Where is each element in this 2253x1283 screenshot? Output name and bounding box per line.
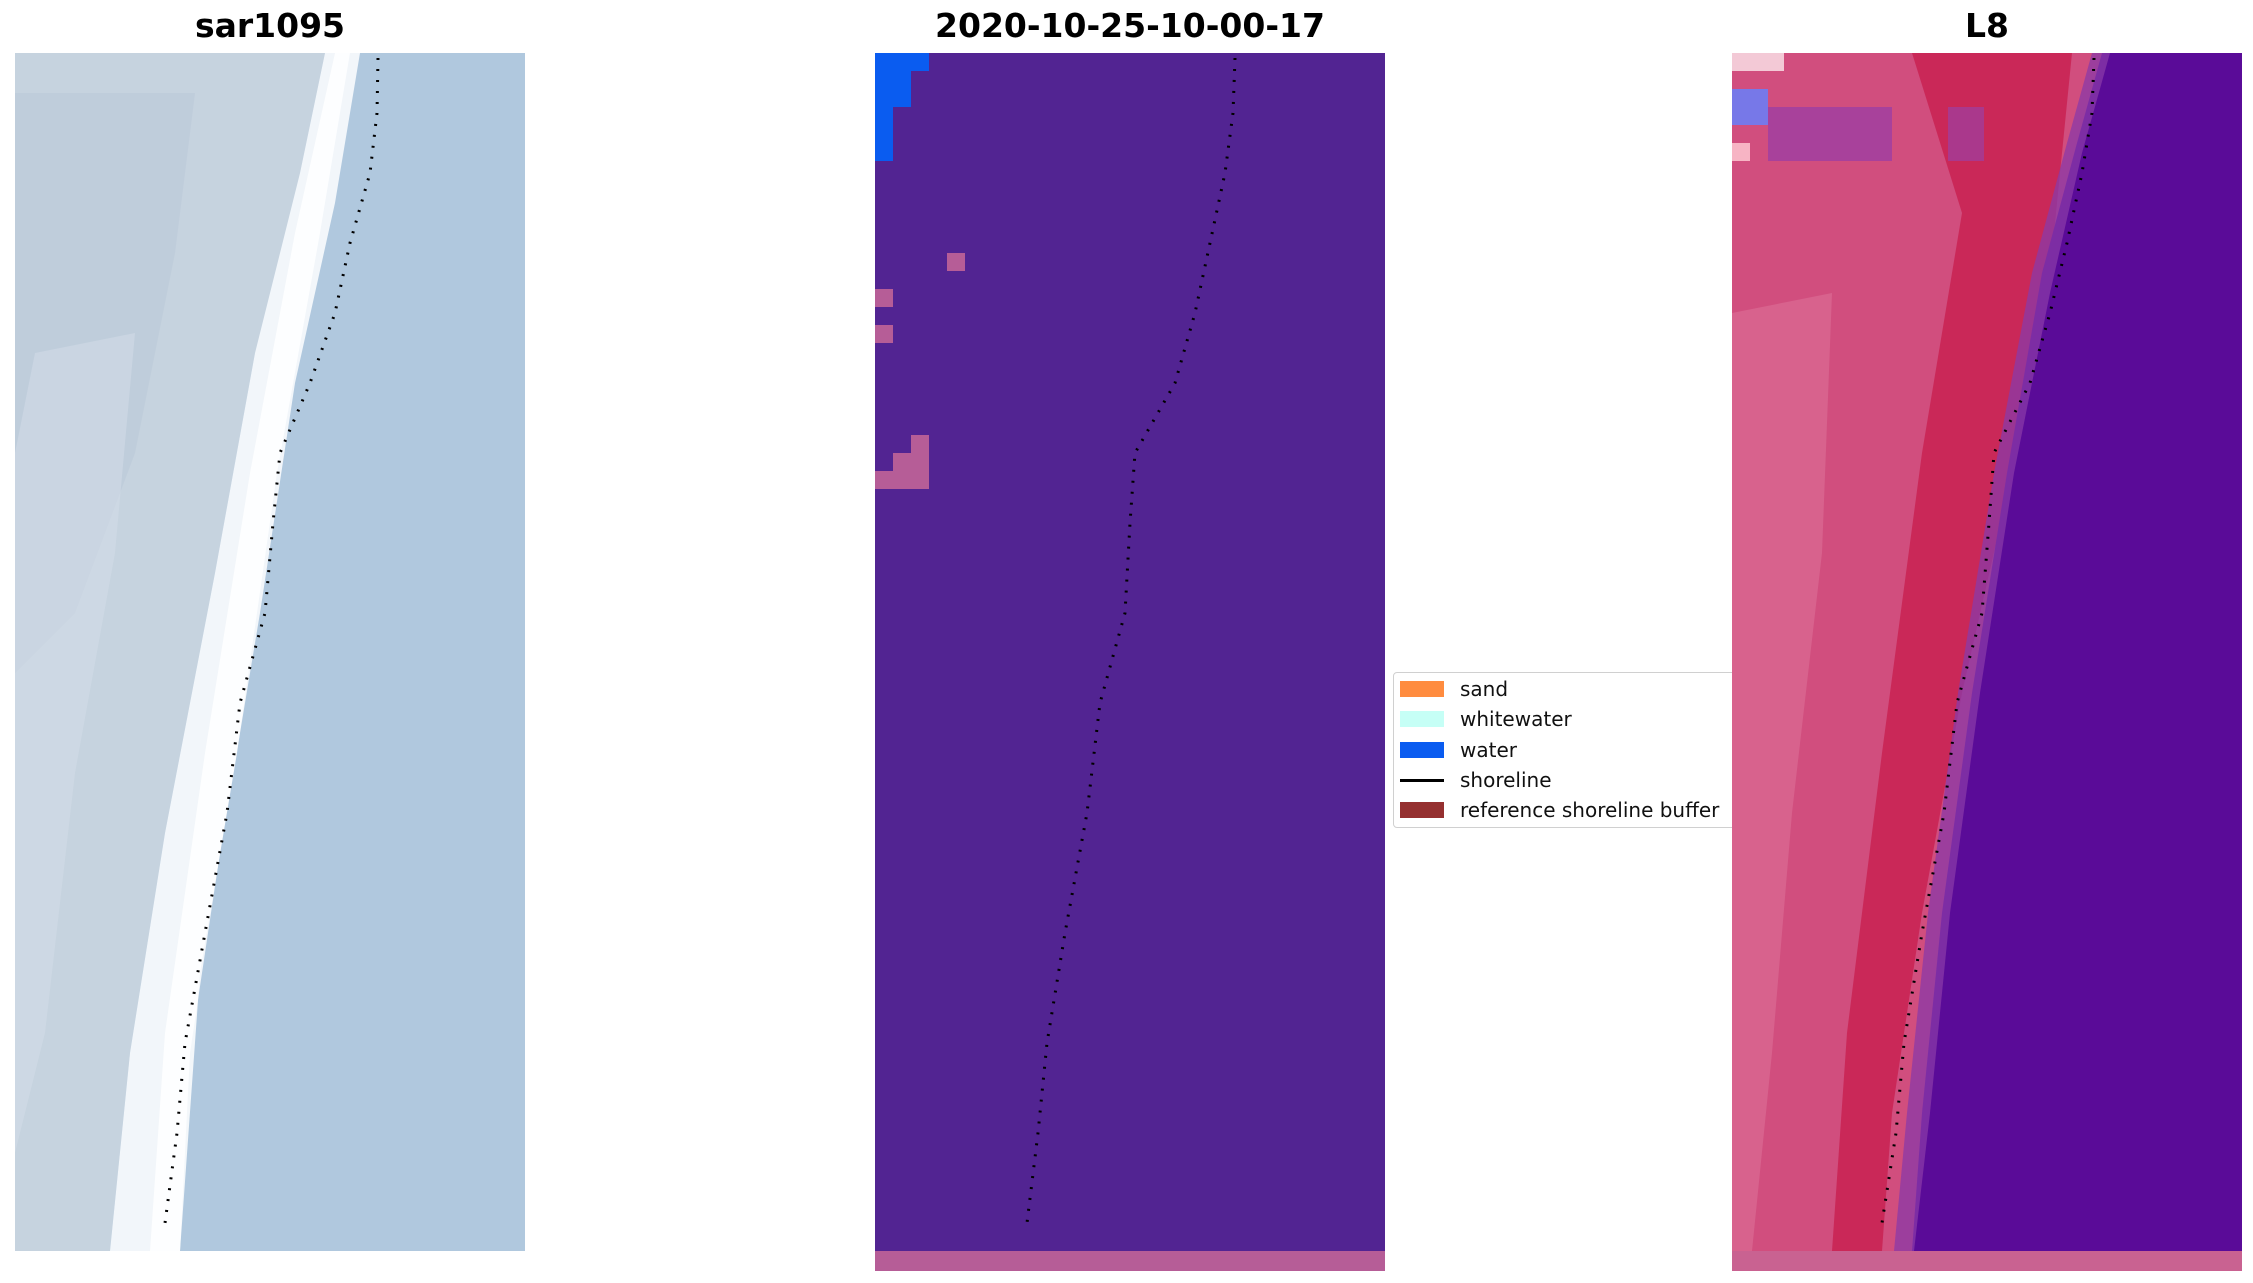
- legend-swatch-sand: [1400, 681, 1444, 697]
- l8-top-left-blue: [1732, 89, 1768, 125]
- classified-background: [875, 53, 1385, 1251]
- legend-swatch-shoreline: [1400, 778, 1444, 782]
- classified-buffer-pixel: [875, 325, 893, 343]
- classified-buffer-pixel: [947, 253, 965, 271]
- legend-label-whitewater: whitewater: [1460, 707, 1572, 731]
- l8-water-area: [1912, 53, 2242, 1251]
- classified-image-panel: [875, 53, 1385, 1271]
- sar-land-mottle-2: [15, 333, 135, 1153]
- l8-image: [1732, 53, 2242, 1271]
- l8-image-panel: [1732, 53, 2242, 1271]
- legend: sand whitewater water shoreline referenc…: [1393, 672, 1736, 828]
- legend-swatch-water: [1400, 742, 1444, 758]
- classified-buffer-strip: [875, 1251, 1385, 1271]
- left-panel-title: sar1095: [194, 6, 346, 45]
- l8-top-purple-patch: [1948, 107, 1984, 161]
- sar-image: [15, 53, 525, 1251]
- legend-label-water: water: [1460, 738, 1517, 762]
- l8-top-left-pale: [1732, 53, 1784, 71]
- legend-swatch-whitewater: [1400, 711, 1444, 727]
- classified-buffer-patch: [875, 435, 929, 489]
- legend-item-whitewater: whitewater: [1400, 707, 1572, 731]
- l8-land-dark-band: [1832, 53, 2072, 1251]
- legend-item-reference-buffer: reference shoreline buffer: [1400, 798, 1719, 822]
- middle-panel-title: 2020-10-25-10-00-17: [935, 6, 1325, 45]
- classified-buffer-pixel: [875, 289, 893, 307]
- legend-swatch-reference-buffer: [1400, 802, 1444, 818]
- sar-surf-core: [150, 53, 350, 1251]
- classified-image: [875, 53, 1385, 1271]
- legend-item-shoreline: shoreline: [1400, 768, 1552, 792]
- l8-land-light-area: [1732, 293, 1832, 1251]
- l8-top-left-pink: [1732, 143, 1750, 161]
- l8-transition-band: [1894, 53, 2110, 1251]
- legend-label-sand: sand: [1460, 677, 1509, 701]
- l8-bottom-strip: [1732, 1251, 2242, 1271]
- classified-water-patch: [875, 53, 929, 161]
- legend-label-shoreline: shoreline: [1460, 768, 1552, 792]
- legend-item-water: water: [1400, 738, 1517, 762]
- legend-item-sand: sand: [1400, 677, 1508, 701]
- legend-label-reference-buffer: reference shoreline buffer: [1460, 798, 1720, 822]
- right-panel-title: L8: [1965, 6, 2009, 45]
- sar-image-panel: [15, 53, 525, 1251]
- l8-top-left-patch: [1768, 107, 1892, 161]
